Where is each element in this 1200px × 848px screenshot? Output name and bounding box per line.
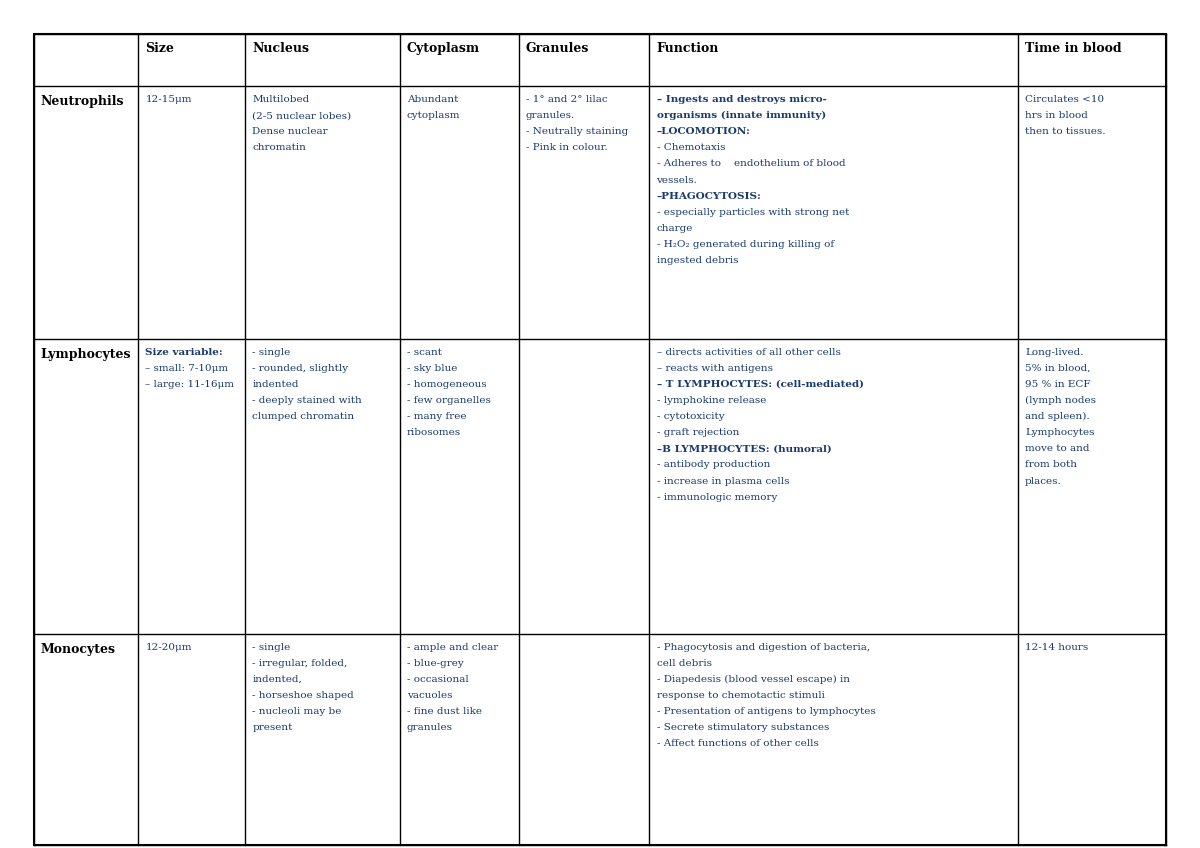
Text: Time in blood: Time in blood <box>1025 42 1122 55</box>
Text: - single: - single <box>252 348 290 357</box>
Text: charge: charge <box>656 224 692 233</box>
Text: - single: - single <box>252 643 290 652</box>
Text: Size variable:: Size variable: <box>145 348 223 357</box>
Text: - antibody production: - antibody production <box>656 460 770 470</box>
Text: and spleen).: and spleen). <box>1025 412 1090 421</box>
Text: - Phagocytosis and digestion of bacteria,: - Phagocytosis and digestion of bacteria… <box>656 643 870 652</box>
Text: –LOCOMOTION:: –LOCOMOTION: <box>656 127 750 137</box>
Text: - cytotoxicity: - cytotoxicity <box>656 412 724 421</box>
Text: 12-14 hours: 12-14 hours <box>1025 643 1088 652</box>
Text: cytoplasm: cytoplasm <box>407 111 461 120</box>
Text: ingested debris: ingested debris <box>656 256 738 265</box>
Text: - Pink in colour.: - Pink in colour. <box>526 143 607 153</box>
Text: - increase in plasma cells: - increase in plasma cells <box>656 477 790 486</box>
Text: vessels.: vessels. <box>656 176 697 185</box>
Text: - Neutrally staining: - Neutrally staining <box>526 127 628 137</box>
Text: - Affect functions of other cells: - Affect functions of other cells <box>656 739 818 749</box>
Text: - Secrete stimulatory substances: - Secrete stimulatory substances <box>656 723 829 733</box>
Text: 12-15μm: 12-15μm <box>145 95 192 104</box>
Text: – reacts with antigens: – reacts with antigens <box>656 364 773 373</box>
Text: – small: 7-10μm: – small: 7-10μm <box>145 364 228 373</box>
Text: present: present <box>252 723 293 733</box>
Text: - immunologic memory: - immunologic memory <box>656 493 776 502</box>
Text: vacuoles: vacuoles <box>407 691 452 700</box>
Text: Cytoplasm: Cytoplasm <box>407 42 480 55</box>
Text: Granules: Granules <box>526 42 589 55</box>
Text: Lymphocytes: Lymphocytes <box>41 348 131 360</box>
Text: - Presentation of antigens to lymphocytes: - Presentation of antigens to lymphocyte… <box>656 707 875 717</box>
Text: – Ingests and destroys micro-: – Ingests and destroys micro- <box>656 95 827 104</box>
Text: 12-20μm: 12-20μm <box>145 643 192 652</box>
Text: clumped chromatin: clumped chromatin <box>252 412 354 421</box>
Text: Abundant: Abundant <box>407 95 458 104</box>
Text: (2-5 nuclear lobes): (2-5 nuclear lobes) <box>252 111 352 120</box>
Text: cell debris: cell debris <box>656 659 712 668</box>
Text: - irregular, folded,: - irregular, folded, <box>252 659 348 668</box>
Text: - many free: - many free <box>407 412 467 421</box>
Text: response to chemotactic stimuli: response to chemotactic stimuli <box>656 691 824 700</box>
Text: - few organelles: - few organelles <box>407 396 491 405</box>
Text: Nucleus: Nucleus <box>252 42 310 55</box>
Text: from both: from both <box>1025 460 1078 470</box>
Text: 5% in blood,: 5% in blood, <box>1025 364 1091 373</box>
Text: chromatin: chromatin <box>252 143 306 153</box>
Text: - occasional: - occasional <box>407 675 469 684</box>
Text: Function: Function <box>656 42 719 55</box>
Text: - blue-grey: - blue-grey <box>407 659 463 668</box>
Text: - H₂O₂ generated during killing of: - H₂O₂ generated during killing of <box>656 240 834 249</box>
Text: - graft rejection: - graft rejection <box>656 428 739 438</box>
Text: - fine dust like: - fine dust like <box>407 707 482 717</box>
Text: (lymph nodes: (lymph nodes <box>1025 396 1096 405</box>
Text: – directs activities of all other cells: – directs activities of all other cells <box>656 348 840 357</box>
Text: – T LYMPHOCYTES: (cell-mediated): – T LYMPHOCYTES: (cell-mediated) <box>656 380 864 389</box>
Text: Dense nuclear: Dense nuclear <box>252 127 328 137</box>
Text: - especially particles with strong net: - especially particles with strong net <box>656 208 848 217</box>
Text: - ample and clear: - ample and clear <box>407 643 498 652</box>
Text: –PHAGOCYTOSIS:: –PHAGOCYTOSIS: <box>656 192 762 201</box>
Text: - Adheres to    endothelium of blood: - Adheres to endothelium of blood <box>656 159 845 169</box>
Text: Long-lived.: Long-lived. <box>1025 348 1084 357</box>
Text: Neutrophils: Neutrophils <box>41 95 125 108</box>
Text: move to and: move to and <box>1025 444 1090 454</box>
Text: - sky blue: - sky blue <box>407 364 457 373</box>
Text: Size: Size <box>145 42 174 55</box>
Text: Lymphocytes: Lymphocytes <box>1025 428 1094 438</box>
Text: hrs in blood: hrs in blood <box>1025 111 1088 120</box>
Text: - Chemotaxis: - Chemotaxis <box>656 143 725 153</box>
Text: organisms (innate immunity): organisms (innate immunity) <box>656 111 826 120</box>
Text: - Diapedesis (blood vessel escape) in: - Diapedesis (blood vessel escape) in <box>656 675 850 684</box>
Text: indented,: indented, <box>252 675 302 684</box>
Text: granules: granules <box>407 723 452 733</box>
Text: - horseshoe shaped: - horseshoe shaped <box>252 691 354 700</box>
Text: – large: 11-16μm: – large: 11-16μm <box>145 380 234 389</box>
Text: - 1° and 2° lilac: - 1° and 2° lilac <box>526 95 607 104</box>
Text: Multilobed: Multilobed <box>252 95 310 104</box>
Text: - nucleoli may be: - nucleoli may be <box>252 707 342 717</box>
Text: - rounded, slightly: - rounded, slightly <box>252 364 348 373</box>
Text: - deeply stained with: - deeply stained with <box>252 396 362 405</box>
Text: granules.: granules. <box>526 111 575 120</box>
Text: Circulates <10: Circulates <10 <box>1025 95 1104 104</box>
Text: –B LYMPHOCYTES: (humoral): –B LYMPHOCYTES: (humoral) <box>656 444 832 454</box>
Text: indented: indented <box>252 380 299 389</box>
Text: ribosomes: ribosomes <box>407 428 461 438</box>
Text: Monocytes: Monocytes <box>41 643 116 656</box>
Text: - scant: - scant <box>407 348 442 357</box>
Text: - homogeneous: - homogeneous <box>407 380 486 389</box>
Text: places.: places. <box>1025 477 1062 486</box>
Text: then to tissues.: then to tissues. <box>1025 127 1105 137</box>
Text: - lymphokine release: - lymphokine release <box>656 396 766 405</box>
Text: 95 % in ECF: 95 % in ECF <box>1025 380 1091 389</box>
